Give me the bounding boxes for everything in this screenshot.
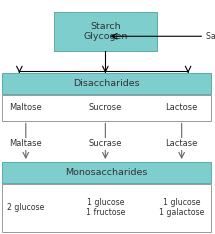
FancyBboxPatch shape — [2, 184, 211, 232]
FancyBboxPatch shape — [54, 12, 157, 51]
Text: Sucrose: Sucrose — [89, 103, 122, 112]
FancyBboxPatch shape — [2, 95, 211, 121]
Text: Sucrase: Sucrase — [89, 139, 122, 148]
FancyBboxPatch shape — [2, 162, 211, 183]
Text: Maltose: Maltose — [9, 103, 42, 112]
Text: 2 glucose: 2 glucose — [7, 203, 45, 212]
Text: Starch
Glycogen: Starch Glycogen — [83, 22, 127, 41]
FancyBboxPatch shape — [2, 73, 211, 94]
Text: Disaccharides: Disaccharides — [73, 79, 140, 88]
Text: 1 glucose
1 galactose: 1 glucose 1 galactose — [159, 198, 204, 217]
Text: Maltase: Maltase — [9, 139, 42, 148]
Text: Lactose: Lactose — [166, 103, 198, 112]
Text: Salivary amylase: Salivary amylase — [206, 32, 215, 41]
Text: 1 glucose
1 fructose: 1 glucose 1 fructose — [86, 198, 125, 217]
Text: Lactase: Lactase — [166, 139, 198, 148]
Text: Monosaccharides: Monosaccharides — [65, 168, 148, 177]
